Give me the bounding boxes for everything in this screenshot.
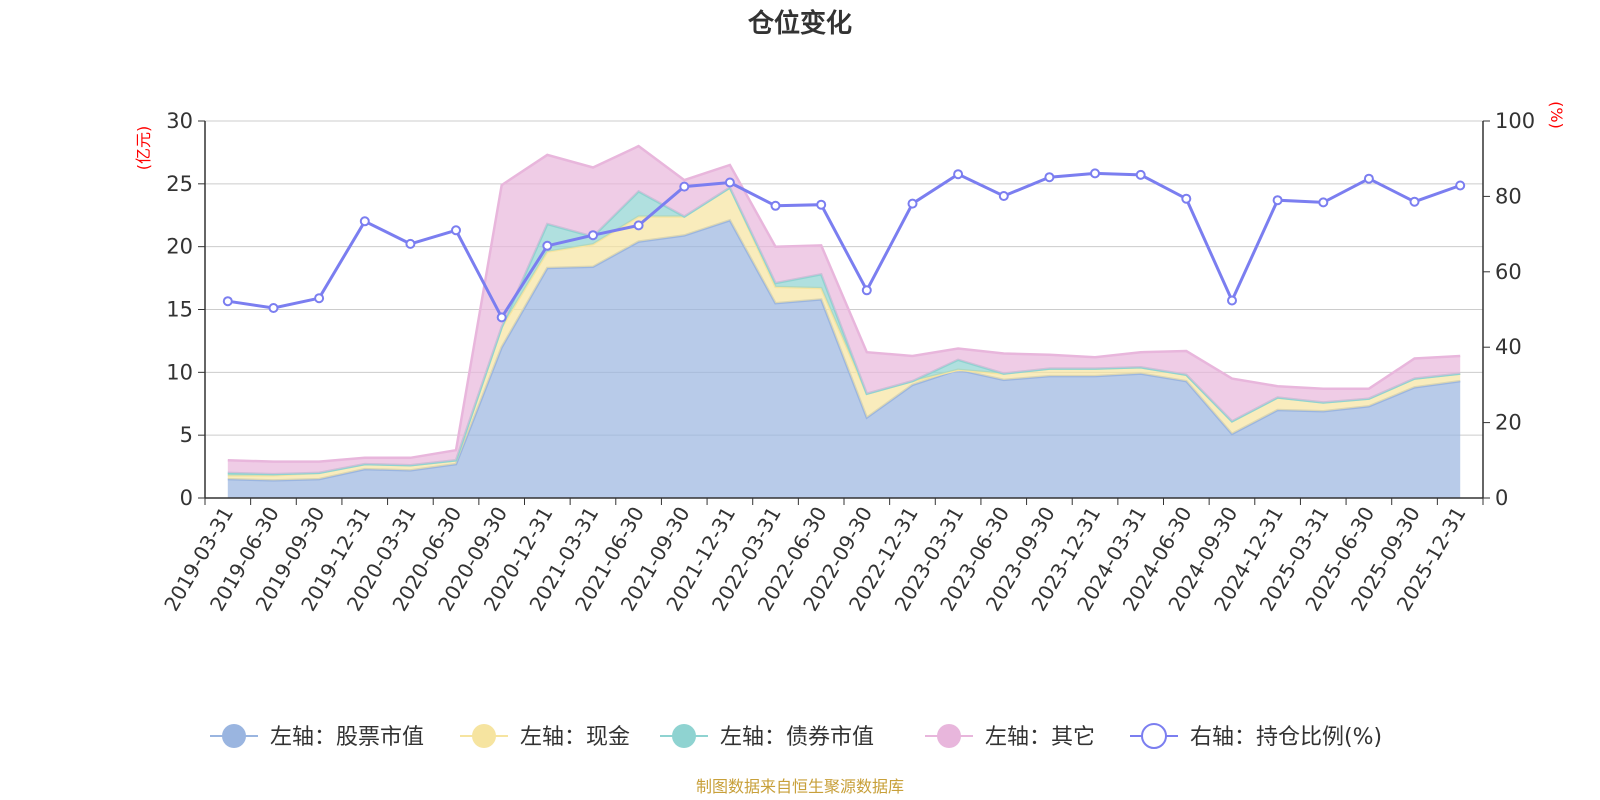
right-axis-tick-label: 20 [1495,411,1522,435]
legend-marker-icon [672,724,696,748]
ratio-point [953,169,964,180]
ratio-point [222,296,233,307]
area-edge-左轴：其它 [227,144,1461,463]
ratio-point [724,177,735,188]
ratio-point [1455,180,1466,191]
ratio-point [1227,295,1237,306]
ratio-point [679,181,690,192]
legend: 左轴：股票市值 左轴：现金 左轴：债券市值 左轴：其它 右轴：持仓比例(%) [210,723,1382,750]
right-axis-tick-label: 40 [1495,335,1522,359]
ratio-point [1363,173,1374,184]
ratio-point [1181,193,1192,204]
ratio-point [542,240,553,251]
legend-label: 左轴：债券市值 [720,725,874,750]
left-axis-tick-label: 5 [180,423,193,447]
legend-marker-icon [1141,723,1167,749]
chart-title: 仓位变化 [747,8,852,39]
right-axis-tick-label: 60 [1495,260,1522,284]
ratio-point [770,200,781,211]
ratio-point [268,303,279,313]
left-axis-unit: (亿元) [134,126,153,171]
right-axis-tick-label: 0 [1495,486,1508,510]
position-ratio-line [222,168,1466,323]
ratio-point [633,220,644,231]
ratio-point [359,216,370,227]
ratio-point [496,312,507,323]
ratio-point [405,238,416,249]
left-axis-tick-label: 25 [166,172,193,196]
legend-marker-icon [222,724,246,748]
right-axis-tick-label: 100 [1495,109,1535,133]
ratio-point [998,191,1009,201]
ratio-point [861,285,872,296]
legend-label: 左轴：股票市值 [270,725,424,750]
legend-label: 左轴：其它 [985,725,1095,750]
legend-marker-icon [937,724,961,748]
ratio-point [588,230,598,241]
left-axis-tick-label: 15 [166,298,193,322]
left-axis-tick-label: 20 [166,235,193,259]
ratio-point [451,225,461,236]
legend-label: 左轴：现金 [520,725,630,750]
area-左轴：其它 [227,146,1461,475]
area-左轴：债券市值 [227,187,1461,476]
ratio-line-path [227,171,1461,321]
ratio-point [816,199,827,210]
ratio-point [1409,196,1420,207]
legend-label: 右轴：持仓比例(%) [1190,725,1382,750]
right-axis-unit: (%) [1547,101,1566,129]
stacked-areas [227,144,1461,499]
ratio-point [907,198,918,209]
ratio-point [314,293,325,304]
source-note: 制图数据来自恒生聚源数据库 [696,777,904,796]
legend-marker-icon [472,724,496,748]
ratio-point [1090,168,1100,179]
ratio-point [1044,172,1055,183]
left-axis-tick-label: 0 [180,486,193,510]
right-axis-tick-label: 80 [1495,184,1522,208]
left-axis-tick-label: 30 [166,109,193,133]
left-axis-tick-label: 10 [166,360,193,384]
ratio-point [1318,197,1329,208]
ratio-point [1135,169,1146,180]
ratio-point [1272,195,1283,206]
